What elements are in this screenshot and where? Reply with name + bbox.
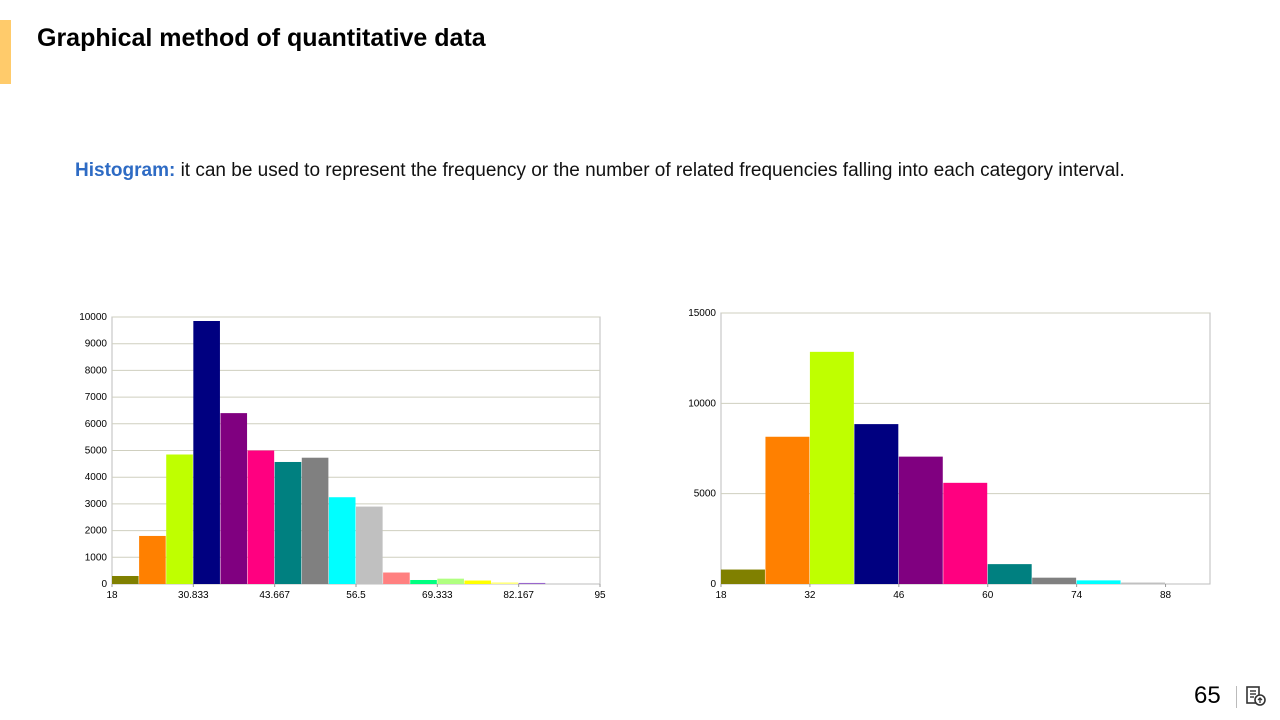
left-chart-bar bbox=[247, 450, 275, 584]
right-chart-bar bbox=[721, 569, 765, 584]
right-chart-y-tick-label: 10000 bbox=[688, 398, 716, 409]
histogram-term: Histogram: bbox=[75, 160, 176, 181]
left-chart-x-tick-label: 82.167 bbox=[503, 590, 534, 601]
right-chart-y-tick-label: 0 bbox=[710, 579, 716, 590]
left-chart-bar bbox=[220, 413, 248, 584]
notes-icon[interactable] bbox=[1245, 685, 1267, 707]
left-chart-x-tick-label: 56.5 bbox=[346, 590, 366, 601]
left-chart-y-tick-label: 2000 bbox=[85, 526, 108, 537]
title-accent-bar bbox=[0, 20, 11, 84]
left-chart-x-tick-label: 18 bbox=[106, 590, 118, 601]
right-chart-y-tick-label: 5000 bbox=[694, 489, 717, 500]
right-chart-bar bbox=[1121, 582, 1166, 584]
left-chart-y-tick-label: 5000 bbox=[85, 446, 108, 457]
right-chart-bar bbox=[987, 564, 1032, 584]
left-chart-bar bbox=[274, 461, 302, 584]
left-chart-bar bbox=[193, 321, 220, 584]
right-chart-x-tick-label: 46 bbox=[893, 590, 905, 601]
histogram-description: Histogram: it can be used to represent t… bbox=[75, 160, 1155, 182]
left-chart-bar bbox=[410, 579, 437, 584]
left-chart-y-tick-label: 0 bbox=[101, 579, 107, 590]
right-chart-x-tick-label: 18 bbox=[715, 590, 727, 601]
left-chart-y-tick-label: 4000 bbox=[85, 472, 108, 483]
right-chart-bar bbox=[854, 424, 899, 584]
left-chart-bar bbox=[139, 535, 166, 584]
right-chart-bar bbox=[765, 436, 810, 584]
left-chart-x-tick-label: 69.333 bbox=[422, 590, 453, 601]
left-chart-bar bbox=[464, 580, 492, 584]
left-chart-bar bbox=[437, 578, 464, 584]
left-chart-x-tick-label: 43.667 bbox=[259, 590, 290, 601]
left-chart-y-tick-label: 9000 bbox=[85, 339, 108, 350]
left-chart-bar bbox=[301, 457, 329, 584]
right-chart-x-tick-label: 60 bbox=[982, 590, 994, 601]
left-chart-bar bbox=[328, 497, 356, 584]
right-chart-x-tick-label: 88 bbox=[1160, 590, 1172, 601]
page-divider bbox=[1236, 686, 1237, 708]
slide-title: Graphical method of quantitative data bbox=[37, 24, 486, 52]
right-chart-y-tick-label: 15000 bbox=[688, 308, 716, 319]
left-chart-bar bbox=[518, 582, 546, 584]
left-chart-bar bbox=[383, 572, 410, 584]
page-number: 65 bbox=[1194, 682, 1221, 709]
left-chart-bar bbox=[491, 582, 519, 584]
left-chart-y-tick-label: 7000 bbox=[85, 392, 108, 403]
left-chart-y-tick-label: 6000 bbox=[85, 419, 108, 430]
left-chart-y-tick-label: 3000 bbox=[85, 499, 108, 510]
histogram-definition: it can be used to represent the frequenc… bbox=[175, 160, 1125, 181]
right-chart-bar bbox=[1076, 580, 1121, 584]
right-chart-bar bbox=[898, 456, 943, 584]
left-chart-x-tick-label: 95 bbox=[594, 590, 606, 601]
left-chart-bar bbox=[112, 575, 139, 584]
right-chart-bar bbox=[809, 351, 854, 584]
left-chart-bar bbox=[166, 454, 193, 584]
right-chart-x-tick-label: 74 bbox=[1071, 590, 1083, 601]
left-chart-y-tick-label: 10000 bbox=[79, 312, 107, 323]
left-chart-x-tick-label: 30.833 bbox=[178, 590, 209, 601]
left-chart-y-tick-label: 1000 bbox=[85, 552, 108, 563]
left-chart-y-tick-label: 8000 bbox=[85, 365, 108, 376]
left-chart-bar bbox=[356, 506, 383, 584]
right-chart-bar bbox=[1032, 577, 1077, 584]
right-chart-bar bbox=[943, 482, 988, 584]
right-chart-x-tick-label: 32 bbox=[804, 590, 816, 601]
